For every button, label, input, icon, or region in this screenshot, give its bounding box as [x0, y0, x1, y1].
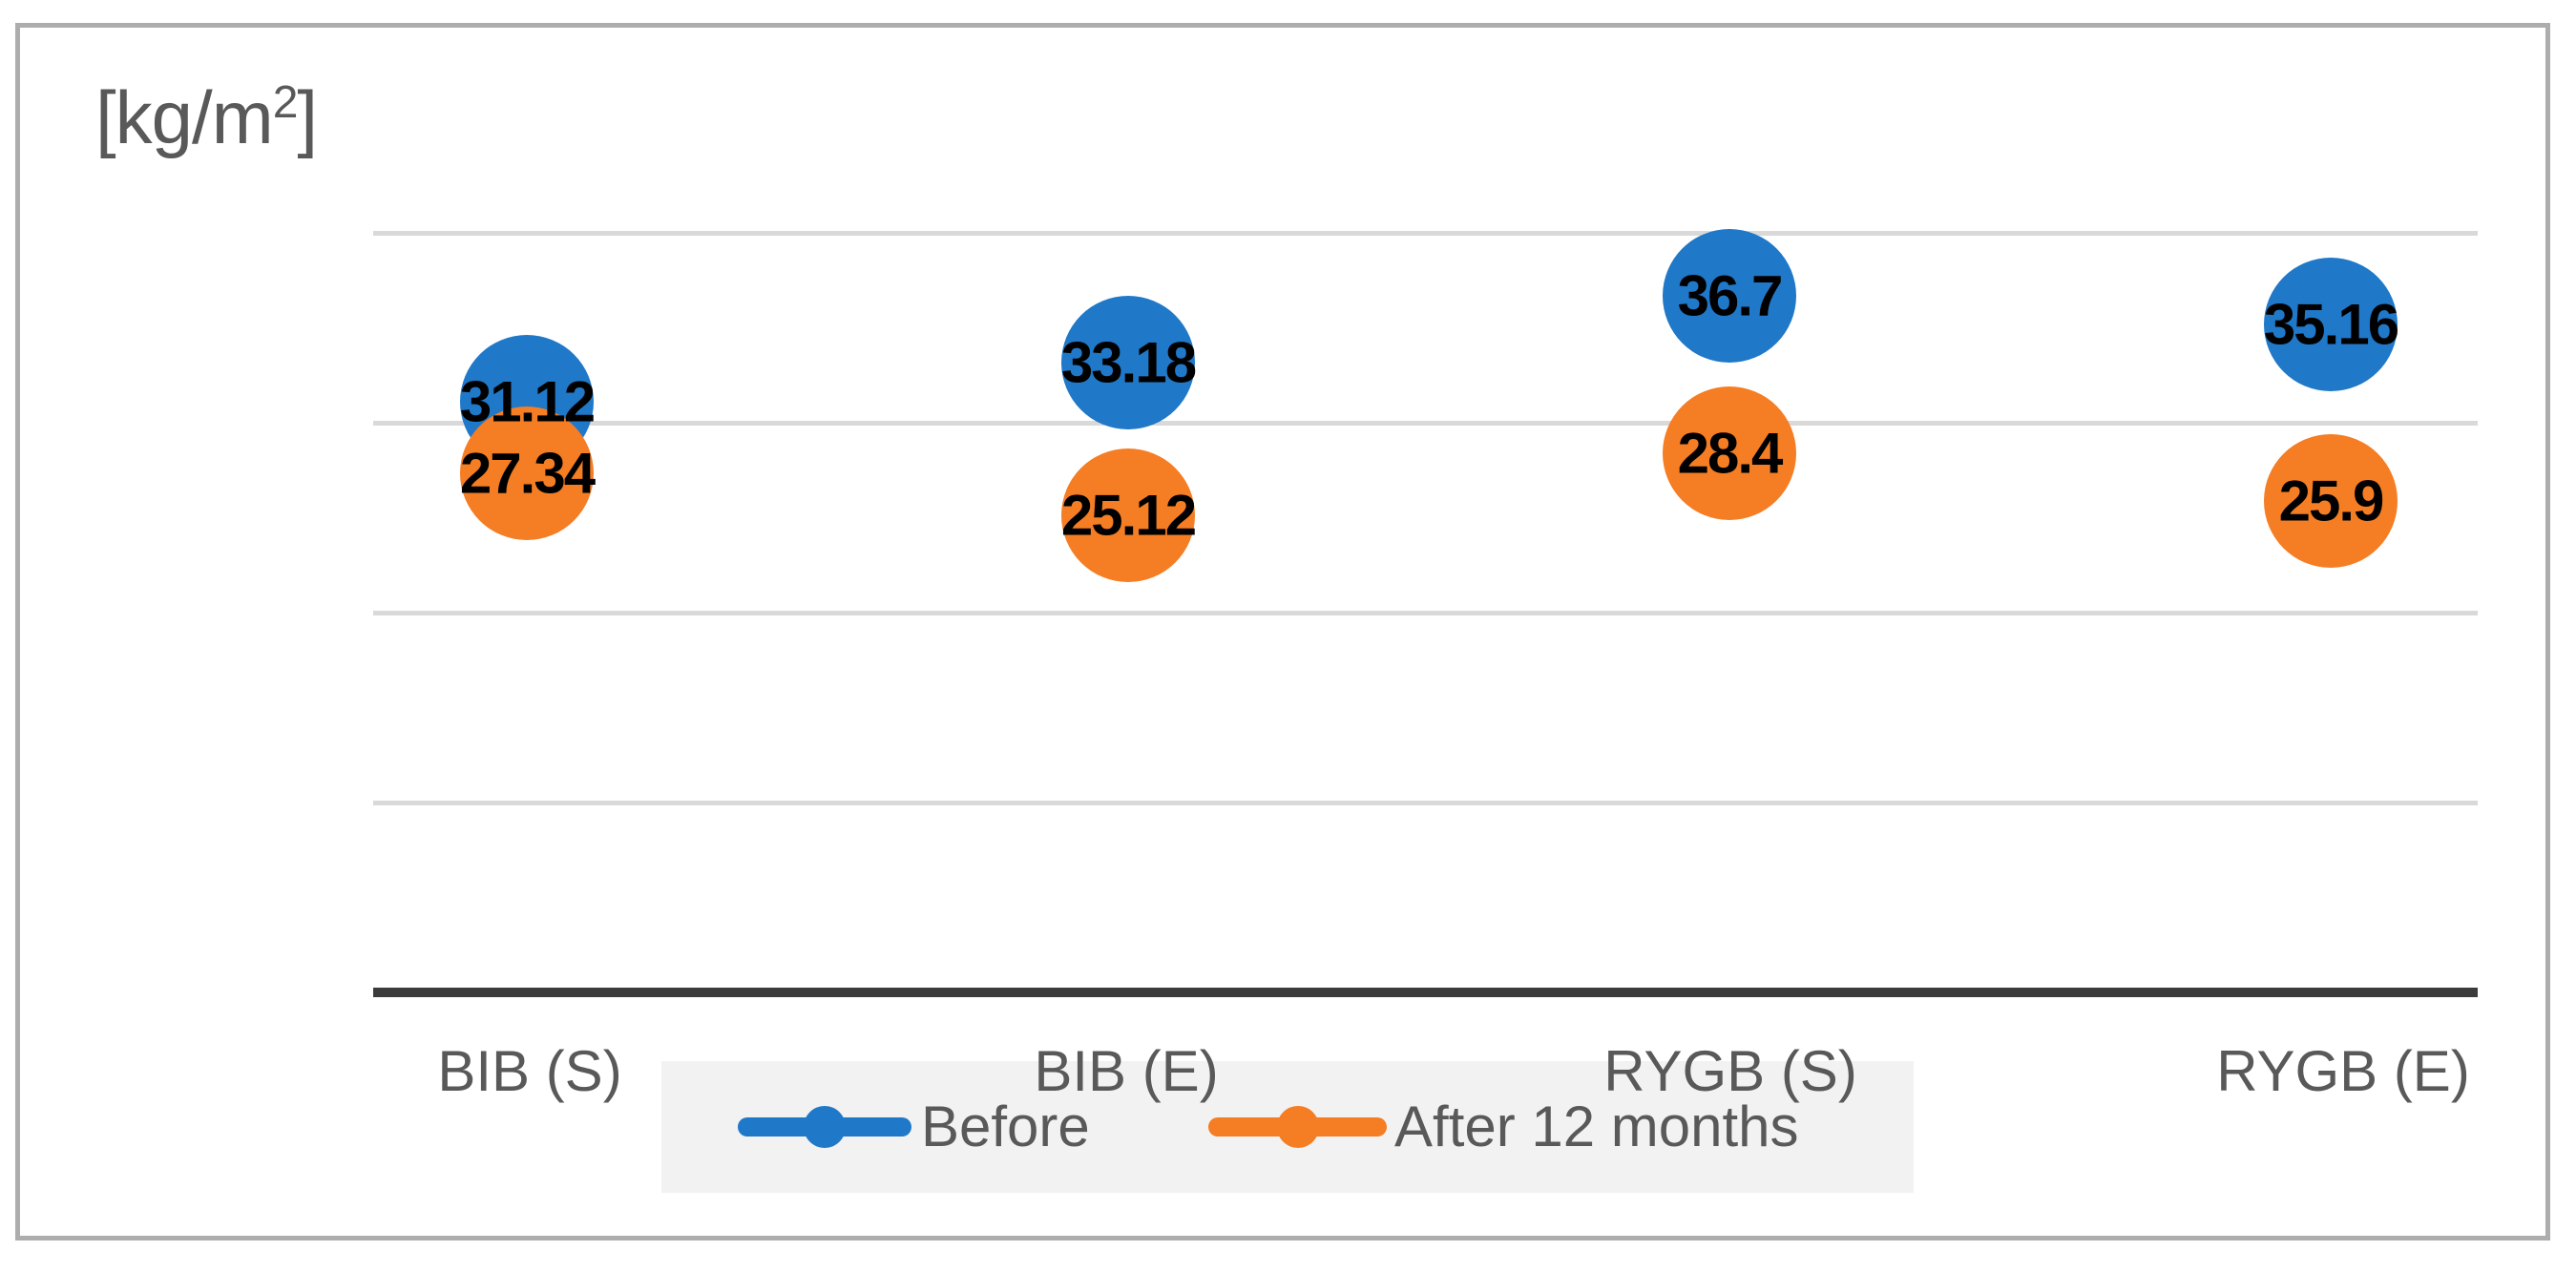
gridline — [373, 800, 2478, 805]
data-label-before-0: 31.12 — [459, 369, 596, 434]
gridline — [373, 610, 2478, 615]
data-label-before-3: 35.16 — [2263, 292, 2399, 357]
data-label-before-1: 33.18 — [1060, 330, 1197, 395]
data-point-after-0 — [460, 406, 594, 540]
chart-border-frame — [15, 23, 2550, 1241]
data-label-after-1: 25.12 — [1060, 483, 1197, 548]
legend: Before After 12 months — [661, 1061, 1914, 1193]
x-axis-line — [373, 988, 2478, 997]
data-point-after-3 — [2264, 433, 2398, 568]
data-point-after-1 — [1061, 448, 1195, 583]
legend-dot-before-icon — [804, 1106, 846, 1148]
data-label-before-2: 36.7 — [1677, 263, 1784, 328]
unit-label-superscript: 2 — [272, 77, 299, 128]
x-axis-label-1: BIB (E) — [1034, 1039, 1219, 1103]
legend-label-before: Before — [921, 1095, 1090, 1158]
data-point-before-1 — [1061, 295, 1195, 429]
data-label-after-2: 28.4 — [1677, 421, 1784, 486]
x-axis-label-0: BIB (S) — [437, 1039, 622, 1103]
data-label-after-3: 25.9 — [2278, 469, 2385, 533]
x-axis-label-3: RYGB (E) — [2216, 1039, 2470, 1103]
data-label-after-0: 27.34 — [459, 441, 596, 506]
y-axis-unit-label: [kg/m2] — [95, 74, 318, 161]
unit-label-prefix: [kg/m — [95, 75, 274, 159]
data-point-after-2 — [1663, 386, 1796, 520]
x-axis-label-2: RYGB (S) — [1603, 1039, 1857, 1103]
gridline — [373, 230, 2478, 236]
gridline — [373, 420, 2478, 426]
legend-dot-after-icon — [1277, 1106, 1319, 1148]
unit-label-suffix: ] — [297, 75, 318, 159]
data-point-before-3 — [2264, 258, 2398, 392]
legend-label-after: After 12 months — [1394, 1095, 1799, 1158]
data-point-before-2 — [1663, 228, 1796, 363]
